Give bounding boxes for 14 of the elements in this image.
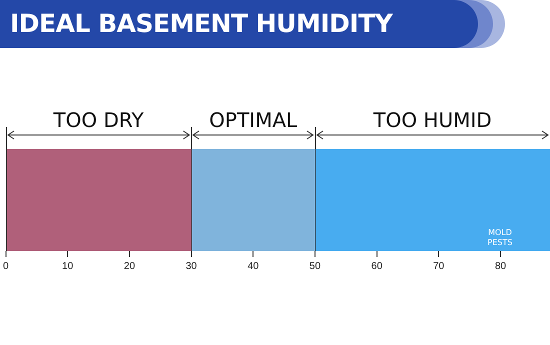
x-tick-label: 50	[309, 260, 321, 272]
x-tick-label: 70	[433, 260, 445, 272]
x-tick-label: 80	[494, 260, 507, 272]
x-tick-label: 30	[186, 260, 198, 272]
x-tick-label: 0	[3, 260, 9, 272]
annotation: PESTS	[488, 238, 512, 248]
x-tick-label: 10	[62, 260, 74, 272]
series-label: TOO DRY	[52, 108, 144, 132]
x-tick-label: 20	[124, 260, 136, 272]
annotation: MOLD	[488, 228, 512, 238]
series-label: OPTIMAL	[209, 108, 298, 132]
series-label: TOO HUMID	[372, 108, 492, 132]
x-tick-label: 60	[371, 260, 383, 272]
x-tick-label: 40	[248, 260, 260, 272]
